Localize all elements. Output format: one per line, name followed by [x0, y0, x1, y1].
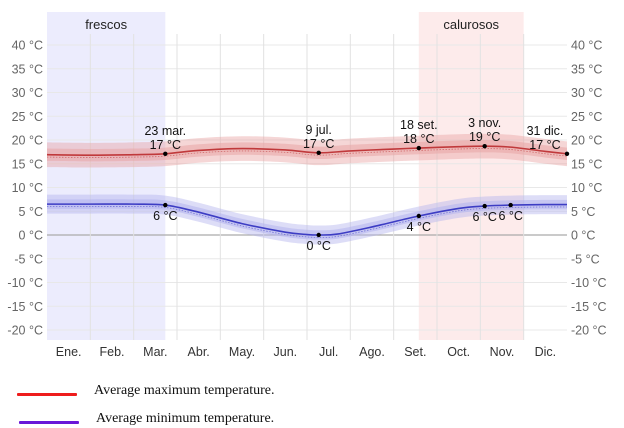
y-tick-right: 25 °C	[571, 110, 602, 124]
annotation-point	[416, 145, 421, 151]
legend-swatch-max	[17, 393, 77, 396]
y-tick-right: 10 °C	[571, 181, 602, 195]
series-dotted-min	[46, 206, 568, 238]
annotation-point	[163, 202, 168, 208]
y-tick-left: -20 °C	[7, 324, 43, 338]
annotation-value: 6 °C	[498, 209, 522, 223]
y-tick-left: 30 °C	[12, 86, 43, 100]
y-axis-right: 40 °C 35 °C 30 °C 25 °C 20 °C 15 °C 10 °C 5 °C 0…	[571, 39, 607, 338]
annotation-value: 6 °C	[153, 209, 177, 223]
annotation-date: 18 set.	[400, 118, 438, 132]
legend-label-max: Average maximum temperature.	[94, 383, 275, 398]
y-tick-left: 15 °C	[12, 157, 43, 171]
x-tick-label: Oct.	[447, 345, 470, 359]
x-tick-label: Feb.	[99, 345, 124, 359]
x-tick-label: Mar.	[143, 345, 167, 359]
x-tick-label: Jul.	[319, 345, 338, 359]
annotation-value: 19 °C	[469, 130, 500, 144]
season-label-frescos: frescos	[85, 17, 127, 32]
season-bands: frescos calurosos	[47, 12, 524, 340]
annotation-date: 9 jul.	[305, 123, 331, 137]
y-tick-right: -10 °C	[571, 276, 607, 290]
band-inner-max	[47, 139, 567, 162]
y-tick-right: -5 °C	[571, 252, 600, 266]
temperature-chart: frescos calurosos 40 °C 35 °C 30 °C 25 °C 20 …	[7, 12, 607, 359]
y-tick-left: 5 °C	[19, 205, 43, 219]
y-axis-left: 40 °C 35 °C 30 °C 25 °C 20 °C 15 °C 10 °C 5 °C 0…	[7, 39, 43, 338]
annotation-point	[564, 151, 570, 156]
season-band-frescos	[47, 12, 166, 340]
legend-swatch-min	[19, 421, 79, 424]
y-tick-right: 30 °C	[571, 86, 602, 100]
x-tick-label: Jun.	[274, 345, 298, 359]
x-tick-label: Dic.	[535, 345, 557, 359]
y-tick-right: 0 °C	[571, 229, 595, 243]
season-band-calurosos	[418, 12, 524, 340]
y-tick-left: -5 °C	[14, 252, 43, 266]
x-tick-label: Set.	[404, 345, 426, 359]
series-line-max	[46, 145, 568, 157]
annotation-point	[508, 202, 513, 208]
legend: Average maximum temperature. Average min…	[0, 370, 624, 428]
annotation-value: 0 °C	[306, 239, 330, 253]
annotation-value: 6 °C	[472, 210, 496, 224]
y-tick-left: 35 °C	[12, 62, 43, 76]
season-label-calurosos: calurosos	[443, 17, 499, 32]
annotation-value: 4 °C	[407, 220, 431, 234]
y-tick-left: 20 °C	[12, 134, 43, 148]
annotation-point	[316, 232, 321, 238]
y-tick-right: -20 °C	[571, 324, 607, 338]
series-layer	[46, 133, 568, 245]
x-tick-label: Ago.	[359, 345, 385, 359]
annotation-point	[316, 150, 321, 156]
annotation-value: 18 °C	[403, 132, 434, 146]
x-tick-label: Abr.	[188, 345, 210, 359]
annotation-point	[482, 203, 487, 209]
y-tick-right: 35 °C	[571, 62, 602, 76]
y-tick-right: 20 °C	[571, 134, 602, 148]
annotation-value: 17 °C	[529, 138, 560, 152]
annotations: 17 °C23 mar.17 °C9 jul.18 °C18 set.19 °C…	[144, 116, 570, 253]
annotation-point	[482, 143, 487, 149]
grid-lines	[47, 34, 567, 340]
annotation-date: 3 nov.	[468, 116, 501, 130]
series-dotted-max	[46, 148, 568, 158]
y-tick-left: 0 °C	[19, 229, 43, 243]
y-tick-left: -15 °C	[7, 300, 43, 314]
y-tick-right: -15 °C	[571, 300, 607, 314]
y-tick-left: 10 °C	[12, 181, 43, 195]
annotation-point	[163, 151, 168, 156]
annotation-date: 31 dic.	[527, 124, 564, 138]
y-tick-left: -10 °C	[7, 276, 43, 290]
annotation-value: 17 °C	[303, 137, 334, 151]
y-tick-right: 15 °C	[571, 157, 602, 171]
annotation-point	[416, 213, 421, 219]
x-axis: Ene. Feb. Mar. Abr. May. Jun. Jul. Ago. Set. Oct.…	[56, 345, 556, 359]
x-tick-label: May.	[229, 345, 255, 359]
y-tick-left: 40 °C	[12, 39, 43, 53]
y-tick-right: 40 °C	[571, 39, 602, 53]
annotation-date: 23 mar.	[144, 124, 186, 138]
x-tick-label: Nov.	[490, 345, 515, 359]
x-tick-label: Ene.	[56, 345, 82, 359]
legend-item-max: Average maximum temperature.	[0, 378, 400, 398]
legend-item-min: Average minimum temperature.	[0, 406, 400, 426]
legend-label-min: Average minimum temperature.	[96, 411, 275, 426]
y-tick-left: 25 °C	[12, 110, 43, 124]
annotation-value: 17 °C	[150, 138, 181, 152]
y-tick-right: 5 °C	[571, 205, 595, 219]
